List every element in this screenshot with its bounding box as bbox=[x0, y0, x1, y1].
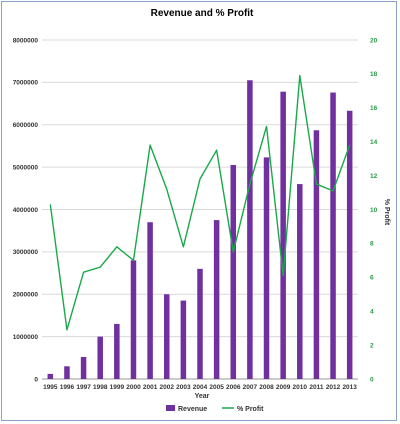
x-tick-label: 2008 bbox=[259, 384, 274, 391]
x-tick-label: 1995 bbox=[43, 384, 58, 391]
x-tick-label: 2012 bbox=[326, 384, 341, 391]
left-tick-label: 5000000 bbox=[13, 164, 39, 171]
revenue-bar bbox=[80, 356, 87, 379]
right-tick-label: 20 bbox=[370, 37, 378, 44]
x-tick-label: 2003 bbox=[176, 384, 191, 391]
legend-label-revenue: Revenue bbox=[178, 406, 207, 413]
profit-line bbox=[49, 74, 351, 331]
revenue-bar bbox=[297, 184, 303, 379]
revenue-bar bbox=[130, 260, 137, 379]
revenue-bar bbox=[330, 92, 336, 380]
revenue-bar bbox=[64, 366, 70, 379]
x-tick-label: 2006 bbox=[226, 384, 241, 391]
revenue-bar bbox=[147, 222, 153, 379]
revenue-bar bbox=[280, 91, 286, 379]
revenue-bar bbox=[114, 323, 120, 379]
legend: Revenue % Profit bbox=[166, 405, 264, 413]
left-tick-label: 1000000 bbox=[13, 334, 39, 341]
right-axis-title: % Profit bbox=[383, 199, 390, 226]
x-tick-label: 2002 bbox=[160, 384, 175, 391]
right-tick-label: 18 bbox=[370, 71, 378, 78]
x-axis-ticks: 1995 1996 1997 1998 1999 2000 2001 2002 2003 2004… bbox=[43, 384, 357, 391]
x-tick-label: 2011 bbox=[309, 384, 323, 391]
x-tick-label: 2001 bbox=[143, 384, 158, 391]
x-tick-label: 2009 bbox=[276, 384, 291, 391]
revenue-bar bbox=[213, 220, 220, 379]
revenue-bar bbox=[197, 268, 203, 379]
x-tick-label: 2013 bbox=[342, 384, 357, 391]
revenue-bar bbox=[180, 300, 187, 379]
revenue-bar bbox=[47, 373, 54, 379]
left-tick-label: 2000000 bbox=[13, 292, 39, 299]
revenue-bar bbox=[163, 294, 170, 379]
x-tick-label: 2010 bbox=[293, 384, 308, 391]
right-tick-label: 0 bbox=[370, 376, 374, 383]
right-tick-label: 2 bbox=[370, 342, 374, 349]
revenue-bar bbox=[313, 130, 320, 379]
x-tick-label: 2000 bbox=[126, 384, 141, 391]
left-tick-label: 0 bbox=[34, 376, 38, 383]
revenue-bars bbox=[47, 80, 353, 380]
x-tick-label: 2007 bbox=[243, 384, 258, 391]
right-tick-label: 10 bbox=[370, 207, 378, 214]
right-tick-label: 4 bbox=[370, 309, 374, 316]
revenue-bar bbox=[346, 110, 353, 380]
profit-line-path bbox=[49, 74, 351, 331]
x-axis-title: Year bbox=[195, 393, 210, 400]
left-tick-label: 7000000 bbox=[13, 80, 39, 87]
right-tick-label: 8 bbox=[370, 241, 374, 248]
right-axis-ticks: 0 2 4 6 8 10 12 14 16 18 20 bbox=[370, 37, 378, 383]
legend-swatch-revenue bbox=[166, 405, 175, 411]
revenue-bar bbox=[230, 165, 237, 379]
grid-lines bbox=[42, 39, 358, 380]
right-tick-label: 14 bbox=[370, 139, 378, 146]
left-axis-ticks: 0 1000000 2000000 3000000 4000000 5000000 6000… bbox=[13, 37, 39, 383]
right-tick-label: 6 bbox=[370, 275, 374, 282]
revenue-bar bbox=[263, 157, 270, 379]
right-tick-label: 12 bbox=[370, 173, 378, 180]
x-tick-label: 1996 bbox=[60, 384, 75, 391]
right-tick-label: 16 bbox=[370, 105, 378, 112]
chart-title: Revenue and % Profit bbox=[151, 8, 254, 19]
x-tick-label: 2005 bbox=[209, 384, 224, 391]
left-tick-label: 8000000 bbox=[13, 37, 39, 44]
x-tick-label: 1999 bbox=[110, 384, 125, 391]
left-tick-label: 3000000 bbox=[13, 249, 39, 256]
legend-label-profit: % Profit bbox=[237, 406, 264, 413]
x-tick-label: 1997 bbox=[76, 384, 91, 391]
left-tick-label: 4000000 bbox=[13, 207, 39, 214]
x-tick-label: 2004 bbox=[193, 384, 208, 391]
revenue-bar bbox=[97, 336, 103, 379]
left-tick-label: 6000000 bbox=[13, 122, 39, 129]
x-tick-label: 1998 bbox=[93, 384, 108, 391]
revenue-bar bbox=[247, 80, 253, 379]
